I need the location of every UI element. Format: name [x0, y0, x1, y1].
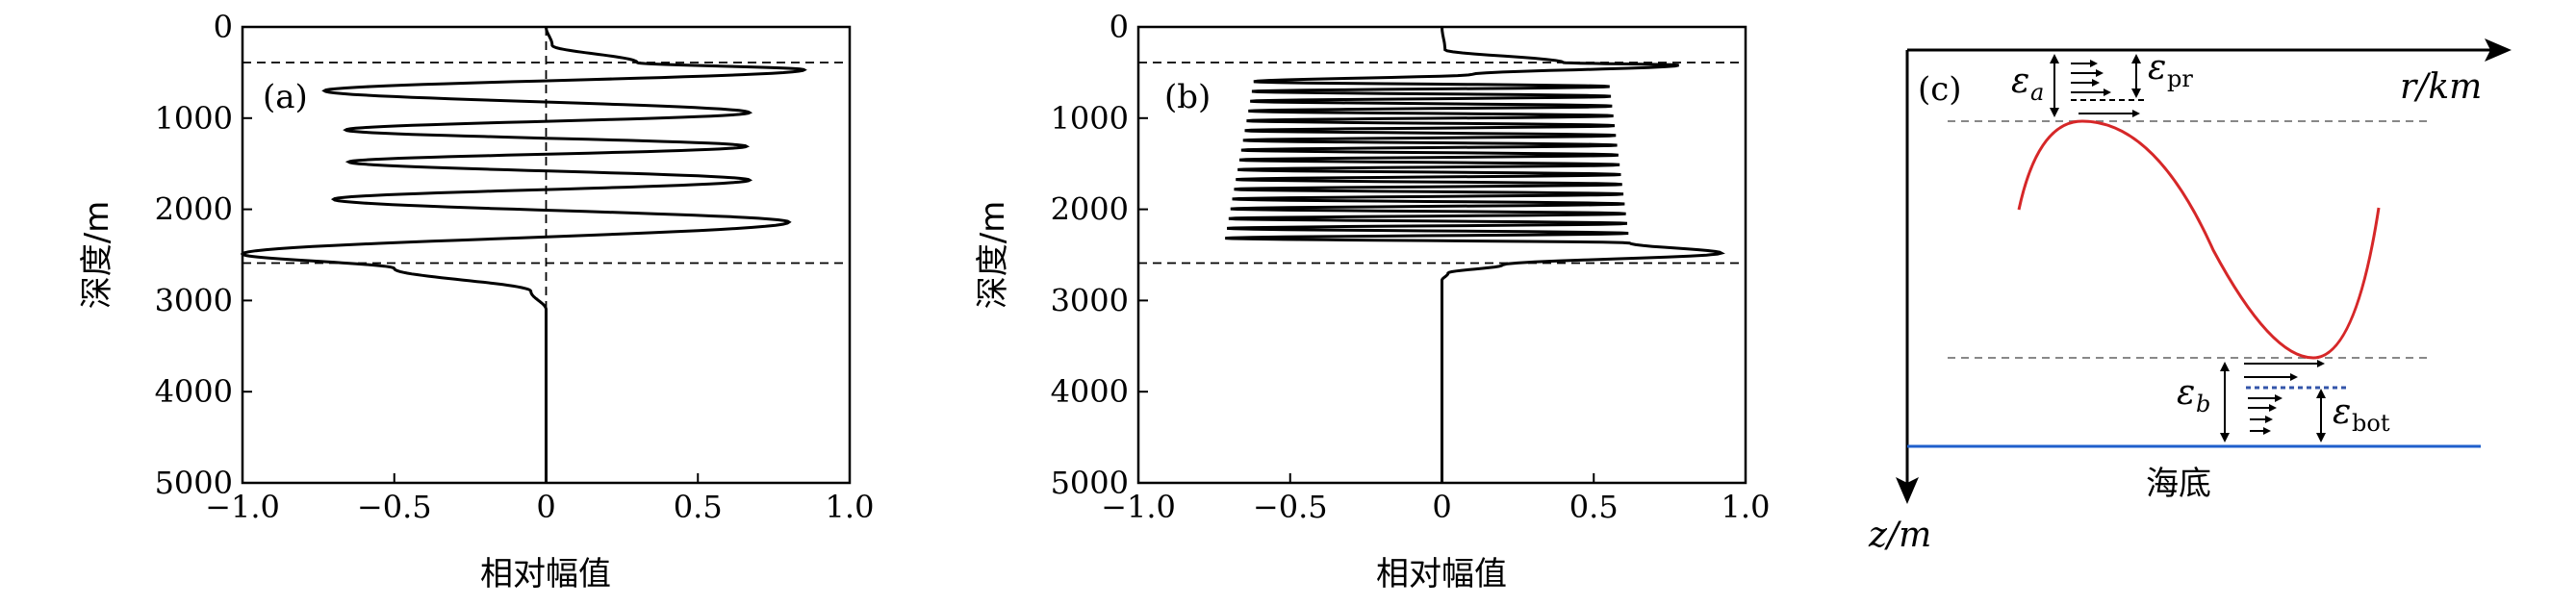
- eps-bot-subscript: bot: [2352, 410, 2390, 437]
- y-tick-label-b: 0: [1109, 9, 1129, 45]
- x-tick-label-b: −1.0: [1101, 489, 1176, 525]
- y-tick-label-a: 5000: [155, 465, 233, 501]
- x-tick-label-a: −1.0: [205, 489, 280, 525]
- eps-b-symbol: ε: [2177, 373, 2195, 413]
- panel-b: −1.0 −0.5 0 0.5 1.0 0 1000 2000 3000 4000 5000 (b)…: [974, 9, 1770, 593]
- y-axis-title-b: 深度/m: [974, 201, 1012, 310]
- ticks-b: −1.0 −0.5 0 0.5 1.0 0 1000 2000 3000 4000 5000: [1051, 9, 1771, 525]
- mode-curve-b: [1225, 26, 1725, 483]
- eps-a-symbol: ε: [2011, 62, 2029, 101]
- ray-path: [2017, 119, 2381, 360]
- eps-b-group: ε b: [2177, 360, 2350, 442]
- panel-label-a: (a): [263, 78, 308, 116]
- r-axis-arrowhead: [2485, 38, 2512, 62]
- x-axis-title-a: 相对幅值: [480, 555, 611, 593]
- y-tick-label-a: 1000: [155, 100, 233, 137]
- panel-label-c: (c): [1918, 70, 1962, 109]
- x-tick-label-b: 0.5: [1569, 489, 1619, 525]
- eps-pr-subscript: pr: [2167, 65, 2193, 92]
- x-tick-label-a: 0: [536, 489, 555, 525]
- y-tick-label-a: 4000: [155, 373, 233, 410]
- y-tick-label-b: 3000: [1051, 282, 1129, 318]
- y-axis-title-a: 深度/m: [78, 201, 116, 310]
- eps-bot-symbol: ε: [2333, 392, 2351, 432]
- panel-label-b: (b): [1164, 78, 1211, 116]
- y-tick-label-b: 4000: [1051, 373, 1129, 410]
- r-axis-label: r/km: [2400, 67, 2482, 107]
- y-tick-label-a: 3000: [155, 282, 233, 318]
- eps-pr-symbol: ε: [2148, 48, 2166, 88]
- x-tick-label-b: 1.0: [1722, 489, 1771, 525]
- x-axis-title-b: 相对幅值: [1376, 555, 1507, 593]
- y-tick-label-b: 1000: [1051, 100, 1129, 137]
- x-tick-label-b: 0: [1432, 489, 1451, 525]
- y-tick-label-a: 2000: [155, 191, 233, 228]
- y-tick-label-b: 2000: [1051, 191, 1129, 228]
- x-tick-label-a: 1.0: [826, 489, 875, 525]
- x-tick-label-a: 0.5: [674, 489, 723, 525]
- y-tick-label-a: 0: [214, 9, 233, 45]
- mode-curve-a: [240, 27, 807, 483]
- eps-bot-group: ε bot: [2316, 389, 2390, 442]
- reference-lines-b: [1138, 62, 1746, 265]
- eps-a-group: ε a: [2011, 54, 2146, 117]
- seabed-label: 海底: [2146, 465, 2211, 503]
- eps-a-subscript: a: [2030, 79, 2044, 106]
- eps-pr-group: ε pr: [2131, 48, 2193, 98]
- panel-c: (c) r/km z/m 海底 ε a: [1868, 38, 2512, 555]
- ticks-a: −1.0 −0.5 0 0.5 1.0 0 1000 2000 3000 4000 5000: [155, 9, 875, 525]
- z-axis-arrowhead: [1896, 477, 1919, 504]
- z-axis-label: z/m: [1868, 516, 1931, 555]
- panel-a: −1.0 −0.5 0 0.5 1.0 0 1000 2000 3000 4000 5000 (a)…: [78, 9, 874, 593]
- eps-b-subscript: b: [2196, 391, 2210, 417]
- x-tick-label-b: −0.5: [1253, 489, 1328, 525]
- x-tick-label-a: −0.5: [357, 489, 432, 525]
- y-tick-label-b: 5000: [1051, 465, 1129, 501]
